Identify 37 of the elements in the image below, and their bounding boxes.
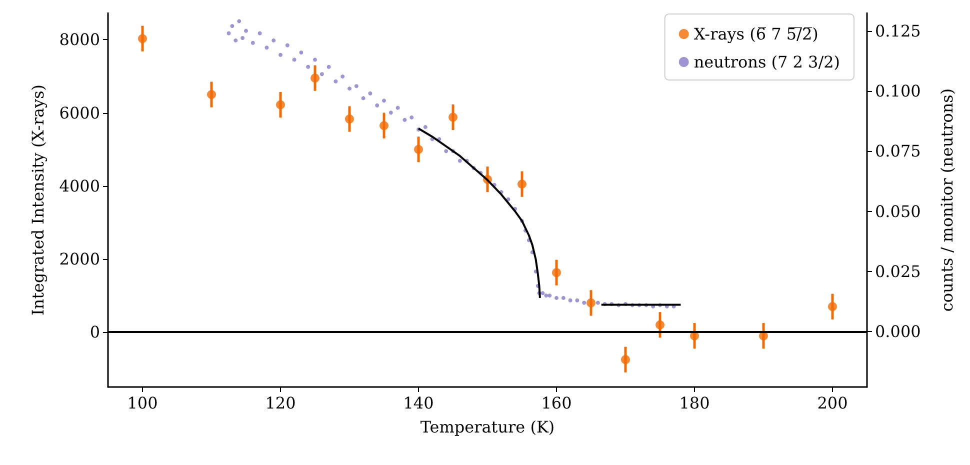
y-tick-label: 8000	[59, 30, 100, 50]
point	[552, 268, 561, 278]
x-tick-label: 180	[679, 394, 710, 412]
y2-tick-label: 0.100	[875, 81, 921, 100]
x-tick-label: 120	[265, 394, 296, 412]
y2-axis-title: counts / monitor (neutrons)	[938, 88, 956, 312]
y2-tick-label: 0.050	[875, 202, 921, 221]
legend-label: neutrons (7 2 3/2)	[694, 52, 840, 72]
x-tick-label: 200	[817, 394, 848, 412]
line-series	[418, 128, 541, 299]
y2-tick-label: 0.075	[875, 142, 921, 161]
y-tick-label: 0	[90, 322, 100, 342]
point	[380, 121, 388, 130]
point	[310, 74, 320, 83]
point	[414, 144, 423, 154]
legend-label: X-rays (6̅ 7 5̅/̅2̅)	[694, 24, 818, 44]
point	[138, 34, 147, 44]
y2-tick-label: 0.125	[875, 21, 921, 40]
y-tick-label: 6000	[59, 103, 100, 122]
x-tick-label: 140	[403, 394, 434, 412]
y2-tick-label: 0.000	[875, 322, 921, 342]
y2-tick-label: 0.025	[875, 262, 921, 281]
y-tick-label: 4000	[59, 176, 100, 196]
point	[448, 112, 458, 122]
point	[207, 90, 216, 100]
y-axis-title: Integrated Intensity (X-rays)	[28, 84, 48, 316]
point	[656, 320, 664, 330]
point	[586, 298, 596, 308]
point	[345, 114, 354, 124]
y-tick-label: 2000	[59, 250, 100, 269]
point	[621, 355, 630, 364]
point	[518, 180, 526, 189]
point	[828, 302, 837, 312]
point	[276, 100, 285, 110]
x-tick-label: 160	[541, 394, 572, 412]
x-tick-label: 100	[127, 394, 158, 412]
x-axis-title: Temperature (K)	[420, 418, 555, 436]
